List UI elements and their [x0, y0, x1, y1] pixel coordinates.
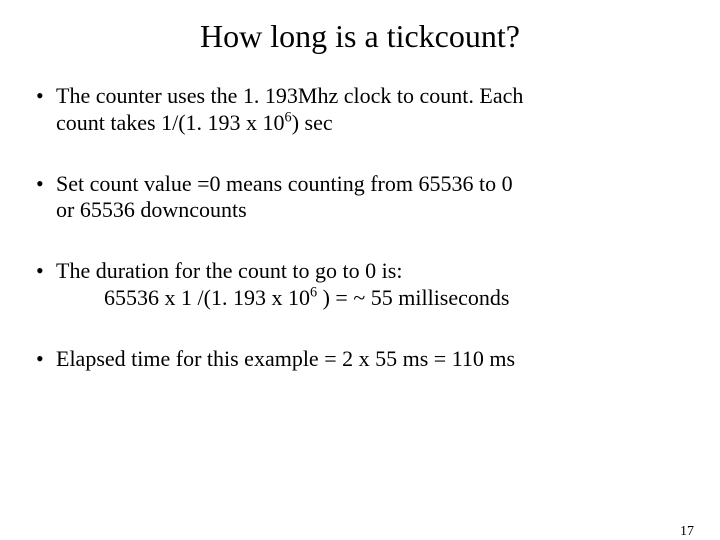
slide-title: How long is a tickcount?	[0, 18, 720, 55]
bullet-2: Set count value =0 means counting from 6…	[30, 171, 690, 225]
bullet-2-line2: or 65536 downcounts	[56, 197, 247, 222]
bullet-2-line1: Set count value =0 means counting from 6…	[56, 171, 513, 196]
bullet-3-line2-post: ) = ~ 55 milliseconds	[317, 285, 509, 310]
bullet-3-line1: The duration for the count to go to 0 is…	[56, 258, 402, 283]
bullet-1-line2b: ) sec	[292, 110, 333, 135]
bullet-1-sup: 6	[285, 110, 292, 126]
bullet-1-line2a: count takes 1/(1. 193 x 10	[56, 110, 285, 135]
bullet-4: Elapsed time for this example = 2 x 55 m…	[30, 346, 690, 373]
bullet-3-line2: 65536 x 1 /(1. 193 x 106 ) = ~ 55 millis…	[56, 285, 690, 312]
bullet-3: The duration for the count to go to 0 is…	[30, 258, 690, 312]
bullet-1-line1: The counter uses the 1. 193Mhz clock to …	[56, 83, 523, 108]
bullet-1: The counter uses the 1. 193Mhz clock to …	[30, 83, 690, 137]
bullet-4-text: Elapsed time for this example = 2 x 55 m…	[56, 346, 515, 371]
page-number: 17	[680, 524, 694, 540]
bullet-3-line2-pre: 65536 x 1 /(1. 193 x 10	[104, 285, 310, 310]
bullet-list: The counter uses the 1. 193Mhz clock to …	[30, 83, 690, 373]
slide-body: The counter uses the 1. 193Mhz clock to …	[0, 83, 720, 373]
